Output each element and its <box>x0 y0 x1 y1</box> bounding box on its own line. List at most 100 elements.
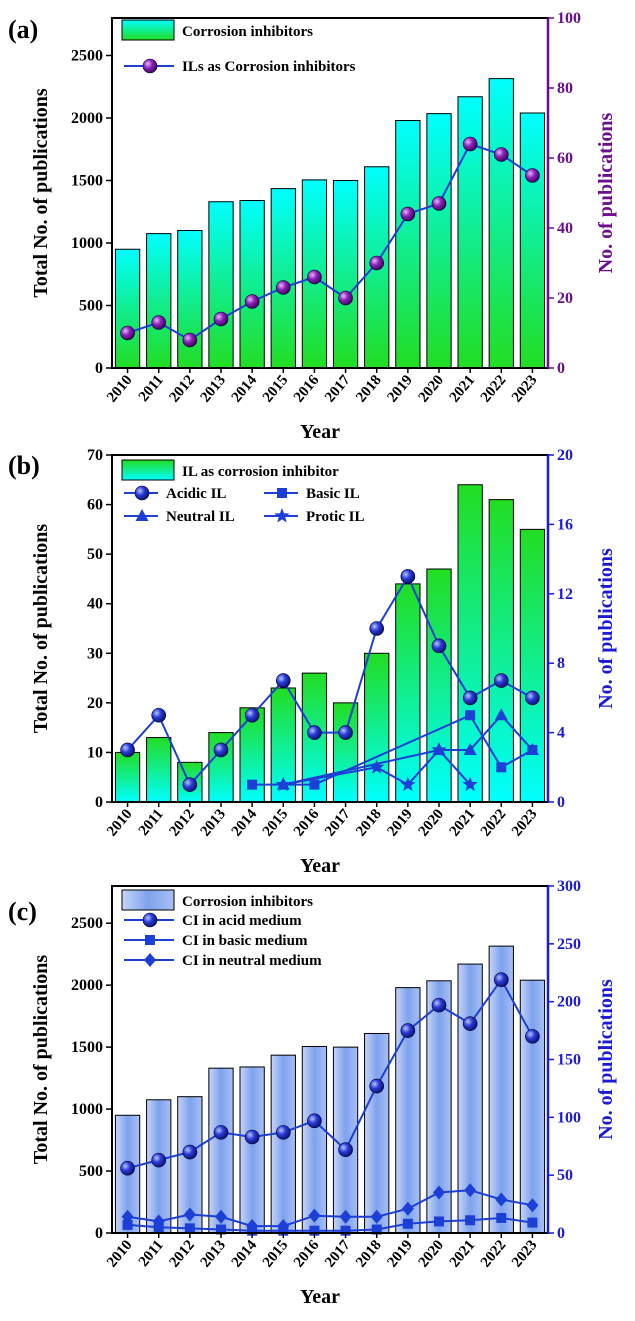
legend-label: CI in basic medium <box>182 933 308 949</box>
right-axis-title: No. of publications <box>595 979 617 1140</box>
x-tick-label: 2019 <box>384 372 416 405</box>
left-tick-label: 2000 <box>71 110 103 127</box>
right-tick-label: 100 <box>557 1109 581 1126</box>
point-3-2011 <box>152 1214 165 1229</box>
point-1-2016 <box>307 725 322 740</box>
right-tick-label: 150 <box>557 1052 581 1069</box>
point-2-2023 <box>527 1217 538 1228</box>
point-1-2020 <box>431 638 447 654</box>
bar-2016 <box>301 1045 328 1234</box>
left-tick-label: 2500 <box>71 48 103 65</box>
bar-2011 <box>146 737 172 803</box>
point-1-2011 <box>151 707 167 723</box>
right-tick-label: 300 <box>557 878 581 895</box>
bar-2017 <box>332 1046 359 1234</box>
right-tick-label: 60 <box>557 150 573 167</box>
x-tick-label: 2014 <box>229 806 261 840</box>
x-axis-title: Year <box>300 421 340 443</box>
bar-2014 <box>239 1066 265 1234</box>
point-4-2020 <box>431 741 447 757</box>
x-tick-label: 2011 <box>136 372 167 405</box>
point-1-2012 <box>182 332 198 348</box>
point-3-2021 <box>463 742 477 755</box>
right-tick-label: 20 <box>557 447 573 464</box>
bar-2019 <box>395 583 421 803</box>
x-tick-label: 2016 <box>291 806 323 840</box>
x-tick-label: 2023 <box>509 372 541 405</box>
point-1-2010 <box>120 325 135 341</box>
x-tick-label: 2023 <box>509 1237 541 1270</box>
point-1-2023 <box>525 1029 540 1044</box>
legend-marker <box>134 485 150 501</box>
legend-swatch <box>121 889 175 911</box>
bar-2017 <box>332 180 359 369</box>
point-1-2021 <box>462 1016 478 1031</box>
bar-2023 <box>519 528 546 803</box>
point-1-2015 <box>275 280 291 295</box>
x-tick-label: 2015 <box>260 372 292 405</box>
point-3-2014 <box>246 1219 259 1234</box>
point-1-2023 <box>525 168 540 183</box>
x-tick-label: 2018 <box>353 1237 385 1270</box>
x-tick-label: 2020 <box>416 372 448 405</box>
left-tick-label: 0 <box>95 794 103 811</box>
x-tick-label: 2018 <box>353 806 385 839</box>
left-tick-label: 500 <box>79 1163 103 1180</box>
bar-2014 <box>239 200 265 369</box>
right-axis-title: No. of publications <box>595 548 617 709</box>
x-tick-label: 2021 <box>447 1237 479 1270</box>
x-tick-label: 2010 <box>104 1237 136 1270</box>
point-1-2013 <box>213 742 229 758</box>
x-tick-label: 2022 <box>478 806 510 839</box>
point-2-2022 <box>496 1212 507 1223</box>
point-1-2018 <box>369 621 385 636</box>
left-tick-label: 2500 <box>71 915 103 932</box>
bar-2017 <box>332 702 359 803</box>
left-tick-label: 70 <box>87 447 103 464</box>
x-tick-label: 2017 <box>322 806 354 840</box>
point-1-2018 <box>369 255 385 271</box>
point-1-2022 <box>493 147 509 162</box>
bar-2018 <box>364 652 390 803</box>
point-3-2017 <box>339 1209 352 1224</box>
point-1-2023 <box>525 690 540 706</box>
point-2-2021 <box>465 1215 476 1226</box>
legend-label: IL as corrosion inhibitor <box>182 464 339 480</box>
legend-marker <box>277 488 287 498</box>
panel-label: (b) <box>8 451 40 480</box>
left-tick-label: 0 <box>95 360 103 377</box>
point-4-2021 <box>462 776 478 792</box>
left-tick-label: 50 <box>87 546 103 563</box>
right-tick-label: 8 <box>557 655 565 672</box>
x-tick-label: 2010 <box>104 372 136 405</box>
series-line-2 <box>127 1216 533 1232</box>
x-tick-label: 2014 <box>229 1237 261 1271</box>
point-2-2017 <box>340 1225 351 1236</box>
bar-2022 <box>488 945 514 1234</box>
left-tick-label: 10 <box>87 744 103 761</box>
point-1-2010 <box>120 1160 135 1176</box>
bar-2023 <box>519 112 546 369</box>
legend: Corrosion inhibitors ILs as Corrosion inh… <box>121 19 356 75</box>
legend-swatch <box>121 19 175 41</box>
right-tick-label: 4 <box>557 725 565 742</box>
point-1-2012 <box>182 777 198 792</box>
left-tick-label: 30 <box>87 645 103 662</box>
point-2-2013 <box>216 1224 226 1235</box>
legend-marker <box>135 509 149 521</box>
point-1-2013 <box>213 311 229 327</box>
point-1-2010 <box>120 742 135 758</box>
point-3-2021 <box>464 1183 477 1198</box>
point-3-2015 <box>277 1219 290 1234</box>
right-tick-label: 200 <box>557 994 581 1011</box>
x-tick-label: 2014 <box>229 372 261 406</box>
point-2-2019 <box>402 1218 413 1229</box>
x-tick-label: 2012 <box>166 372 198 405</box>
point-4-2015 <box>275 776 291 792</box>
point-2-2014 <box>247 779 258 790</box>
right-tick-label: 80 <box>557 80 573 97</box>
legend-marker <box>274 508 290 523</box>
